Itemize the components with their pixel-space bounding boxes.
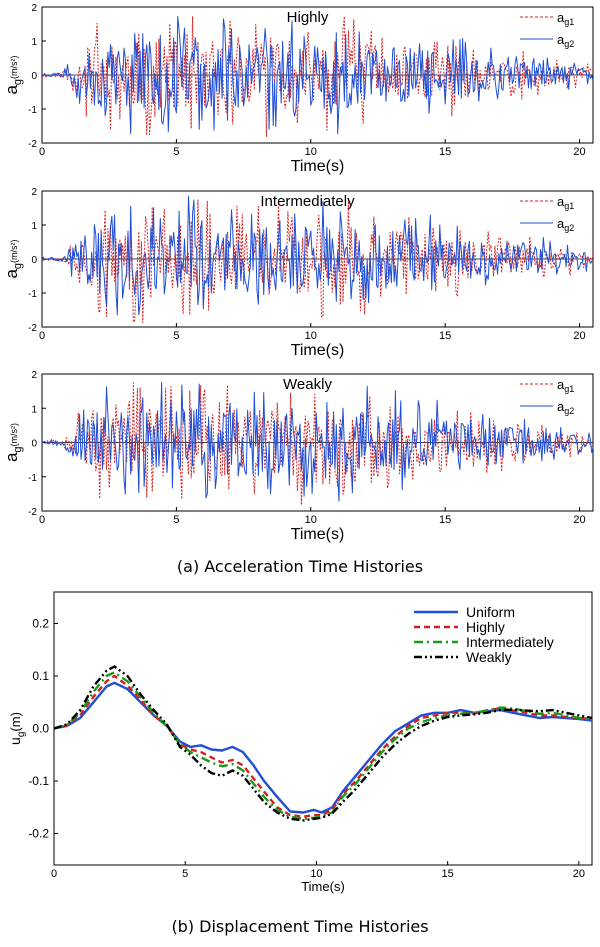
legend-label: Intermediately	[466, 634, 554, 650]
legend-label: Weakly	[466, 649, 512, 665]
chart-intermediately: 0 5 10 15 20 -2 -1 0 1 2 Time(s) ag(m/s²) Intermedia…	[2, 187, 594, 359]
y-axis-label: ag(m/s²)	[2, 423, 24, 462]
legend-label: ag2	[557, 32, 574, 49]
x-tick-label: 20	[573, 868, 585, 880]
legend-label: ag1	[557, 377, 574, 394]
y-axis-label: ag(m/s²)	[2, 239, 24, 278]
x-tick-label: 5	[173, 330, 179, 342]
series-line-highly	[54, 674, 592, 818]
x-axis-label: Time(s)	[291, 342, 345, 359]
x-tick-label: 5	[173, 514, 179, 526]
chart-displacement: 0 5 10 15 20 -0.2 -0.1 0.0 0.1 0.2 Time(s) ug(m) Uni…	[7, 591, 593, 894]
y-axis-label: ag(m/s²)	[2, 55, 24, 94]
x-tick-label: 10	[305, 146, 317, 158]
x-tick-label: 0	[39, 514, 45, 526]
legend-label: ag2	[557, 216, 574, 233]
y-tick-label: -1	[28, 289, 37, 300]
series-line-ag2	[42, 195, 593, 316]
series-line-weakly	[54, 665, 592, 822]
x-tick-label: 0	[51, 868, 57, 880]
x-axis-label: Time(s)	[291, 158, 345, 175]
y-tick-label: -2	[28, 323, 37, 334]
x-tick-label: 15	[442, 868, 454, 880]
caption-displacement: (b) Displacement Time Histories	[171, 917, 429, 936]
y-axis-label: ug(m)	[7, 712, 27, 745]
x-tick-label: 5	[182, 868, 188, 880]
y-tick-label: 1	[31, 404, 37, 415]
y-tick-label: -0.1	[28, 774, 49, 788]
y-tick-label: -0.2	[28, 827, 49, 841]
y-tick-label: -2	[28, 139, 37, 150]
series-line-ag2	[42, 381, 593, 502]
x-axis-label: Time(s)	[291, 526, 345, 543]
series-line-ag2	[42, 16, 593, 135]
y-tick-label: -2	[28, 507, 37, 518]
x-tick-label: 20	[573, 146, 585, 158]
y-tick-label: 1	[31, 221, 37, 232]
chart-title: Highly	[287, 9, 329, 26]
x-tick-label: 10	[310, 868, 322, 880]
y-tick-label: 0	[31, 439, 37, 450]
x-tick-label: 15	[439, 330, 451, 342]
x-tick-label: 0	[39, 146, 45, 158]
y-tick-label: 0.0	[32, 722, 49, 736]
y-tick-label: 0	[31, 255, 37, 266]
series-line-ag1	[42, 15, 593, 137]
series-line-ag1	[42, 199, 593, 324]
x-tick-label: 20	[573, 514, 585, 526]
x-tick-label: 10	[305, 514, 317, 526]
x-tick-label: 15	[439, 514, 451, 526]
y-tick-label: -1	[28, 105, 37, 116]
y-tick-label: 0	[31, 71, 37, 82]
legend-label: ag1	[557, 10, 574, 27]
legend-label: ag2	[557, 399, 574, 416]
series-line-uniform	[54, 681, 592, 814]
caption-acceleration: (a) Acceleration Time Histories	[176, 557, 424, 576]
x-tick-label: 20	[573, 330, 585, 342]
x-tick-label: 0	[39, 330, 45, 342]
legend-label: Uniform	[466, 604, 515, 620]
x-tick-label: 15	[439, 146, 451, 158]
y-tick-label: 2	[31, 370, 37, 381]
x-tick-label: 5	[173, 146, 179, 158]
x-axis-label: Time(s)	[301, 879, 345, 894]
y-tick-label: 1	[31, 37, 37, 48]
legend-label: ag1	[557, 194, 574, 211]
y-tick-label: -1	[28, 473, 37, 484]
y-tick-label: 0.1	[32, 669, 49, 683]
legend-label: Highly	[466, 619, 505, 635]
y-tick-label: 2	[31, 3, 37, 14]
chart-title: Intermediately	[260, 193, 355, 210]
y-tick-label: 2	[31, 187, 37, 198]
x-tick-label: 10	[305, 330, 317, 342]
chart-title: Weakly	[283, 376, 332, 393]
plot-frame	[53, 591, 593, 866]
y-tick-label: 0.2	[32, 617, 49, 631]
